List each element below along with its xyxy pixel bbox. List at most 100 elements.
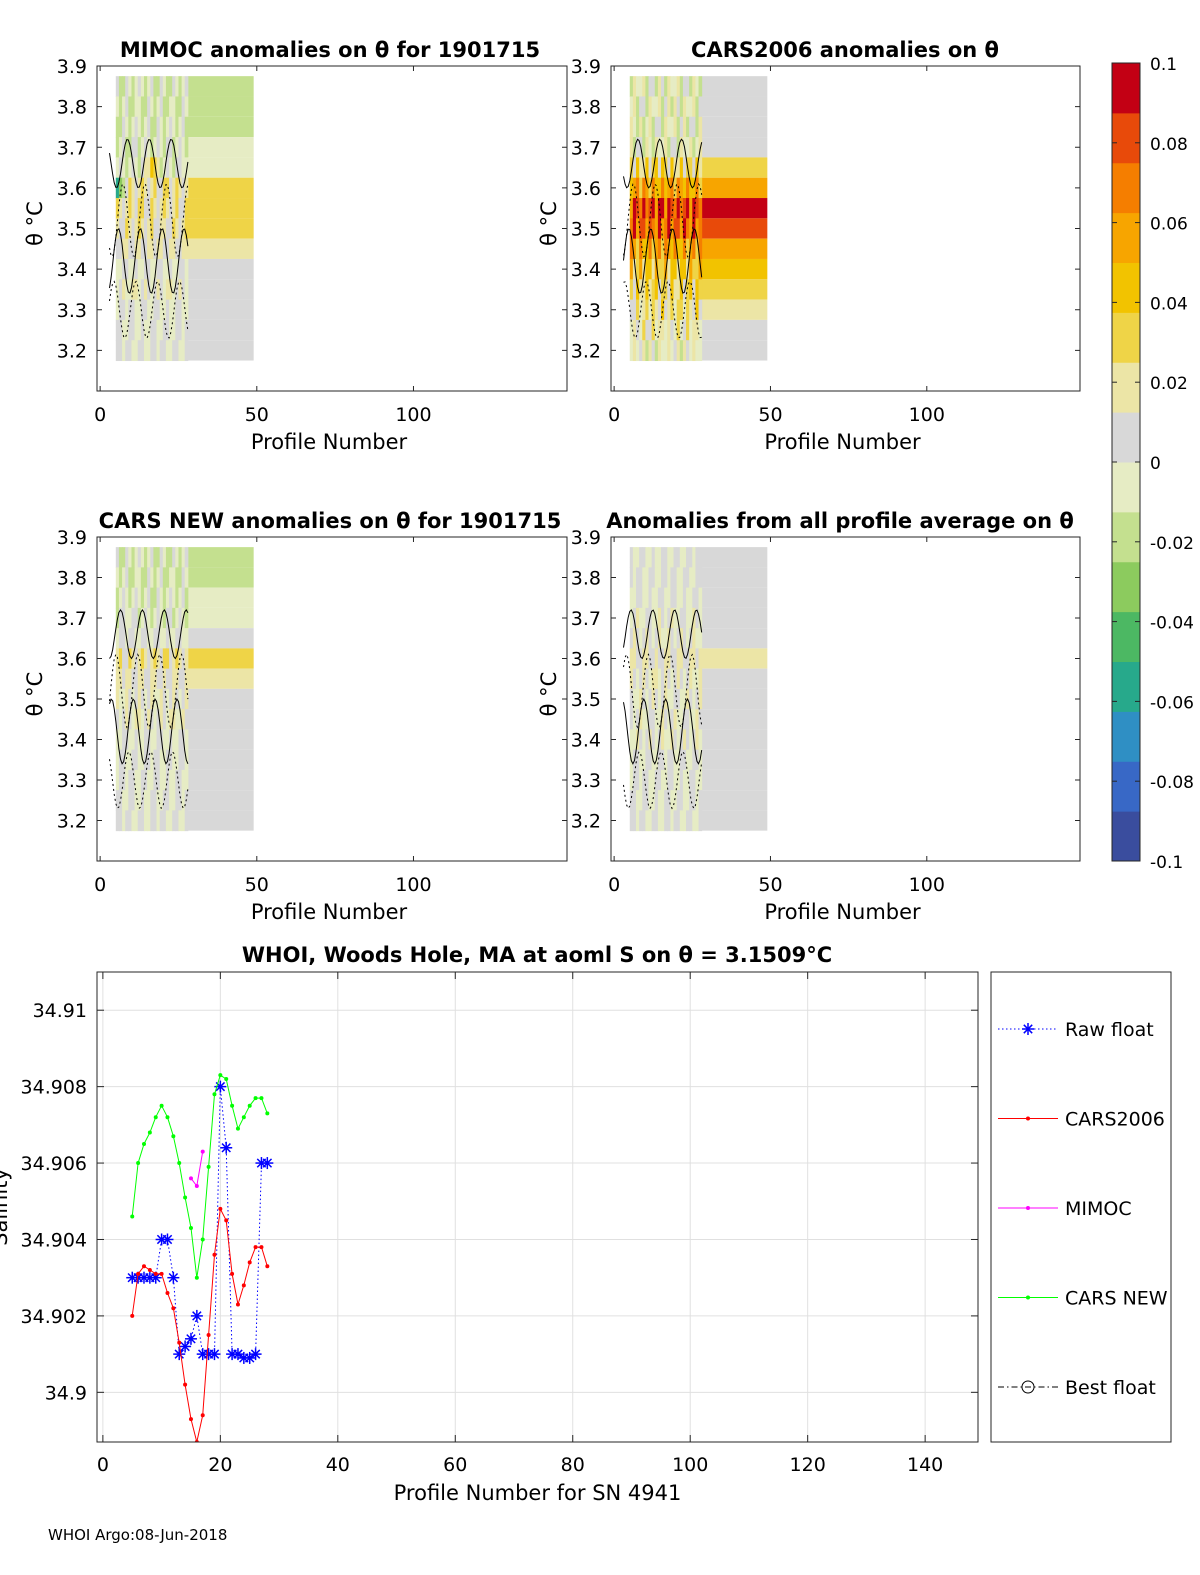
x-tick-label: 100 [395,404,431,426]
heatmap-cell [629,177,634,199]
heatmap-cell [667,198,671,219]
heatmap-cell [651,648,656,670]
heatmap-cell [187,157,254,178]
heatmap-cell [695,76,700,97]
heatmap-cell [632,790,637,811]
data-point [130,1313,135,1318]
heatmap-cell [184,340,189,362]
heatmap-cell [128,547,132,568]
heatmap-cell [698,587,703,609]
heatmap-cell [134,258,139,280]
heatmap-cell [661,810,665,832]
heatmap-cell [686,198,690,219]
heatmap-cell [162,238,167,260]
heatmap-cell [175,340,179,362]
heatmap-cell [632,340,637,362]
heatmap-cell [632,96,637,118]
heatmap-cell [651,688,656,710]
heatmap-cell [695,96,700,118]
data-point [183,1382,188,1387]
heatmap-cell [636,790,640,811]
heatmap-cell [651,729,656,751]
heatmap-cell [670,709,675,730]
heatmap-cell [115,709,120,730]
heatmap-cell [172,218,176,240]
heatmap-cell [636,607,640,629]
colorbar-tick-label: -0.08 [1150,773,1194,793]
heatmap-cell [657,96,662,118]
heatmap-cell [645,729,650,751]
heatmap-cell [156,790,161,811]
heatmap-cell [162,299,167,321]
heatmap-cell [682,238,687,260]
heatmap-cell [153,258,158,280]
heatmap-cell [679,258,684,280]
heatmap-cell [150,810,154,832]
heatmap-cell [137,547,142,568]
heatmap-cell [701,76,768,97]
heatmap-cell [134,76,139,97]
heatmap-cell [661,587,665,609]
heatmap-cell [639,218,643,240]
heatmap-cell [144,279,148,301]
heatmap-cell [695,218,700,240]
heatmap-cell [131,319,136,341]
heatmap-cell [639,198,643,219]
heatmap-cell [122,709,126,730]
heatmap-cell [137,688,142,710]
heatmap-cell [165,157,170,179]
panel-title: WHOI, Woods Hole, MA at aoml S on θ = 3.… [242,943,832,967]
heatmap-cell [667,709,671,730]
heatmap-cell [701,547,768,568]
heatmap-cell [172,319,176,341]
heatmap-cell [636,157,640,179]
heatmap-cell [147,688,151,710]
heatmap-cell [692,116,696,138]
heatmap-cell [165,547,170,568]
heatmap-cell [172,810,176,832]
heatmap-cell [670,116,675,138]
heatmap-cell [636,96,640,118]
x-tick-label: 0 [94,404,106,426]
heatmap-cell [642,177,646,199]
heatmap-cell [664,198,668,219]
data-point [136,1271,141,1276]
heatmap-cell [147,340,151,362]
heatmap-cell [657,709,662,730]
heatmap-cell [175,238,179,260]
heatmap-cell [165,116,170,138]
heatmap-cell [698,709,703,730]
heatmap-cell [686,96,690,118]
x-tick-label: 100 [672,1454,708,1476]
heatmap-cell [673,198,678,219]
heatmap-cell [657,688,662,710]
heatmap-cell [178,729,183,751]
heatmap-cell [128,96,132,118]
heatmap-cell [150,668,154,690]
heatmap-cell [137,709,142,730]
heatmap-cell [128,340,132,362]
heatmap-cell [682,587,687,609]
heatmap-cell [144,238,148,260]
x-axis-label: Profile Number [764,900,921,924]
heatmap-cell [153,177,158,199]
data-point [218,1073,223,1078]
heatmap-cell [172,709,176,730]
heatmap-cell [654,790,659,811]
heatmap-cell [657,299,662,321]
heatmap-cell [137,157,142,179]
heatmap-cell [639,299,643,321]
heatmap-cell [128,587,132,609]
heatmap-cell [153,279,158,301]
heatmap-cell [698,116,703,138]
heatmap-cell [147,769,151,791]
heatmap-cell [636,749,640,771]
heatmap-cell [122,279,126,301]
heatmap-cell [676,709,681,730]
y-tick-label: 3.8 [57,568,87,590]
heatmap-cell [184,648,189,670]
heatmap-cell [651,319,656,341]
heatmap-cell [632,218,637,240]
heatmap-cell [673,340,678,362]
heatmap-cell [651,567,656,589]
